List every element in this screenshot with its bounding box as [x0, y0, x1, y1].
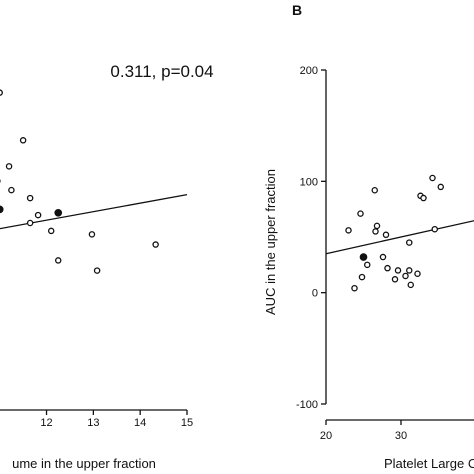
panel-b-data-point	[345, 227, 352, 234]
panel-b-data-point	[359, 253, 368, 261]
panel-b-axes	[325, 70, 474, 421]
panel-a-data-point	[0, 205, 4, 214]
panel-b-data-point	[414, 270, 421, 277]
panel-b-data-point	[382, 231, 390, 239]
panel-b-y-axis-label: AUC in the upper fraction	[263, 169, 278, 315]
panel-a-x-axis-label: ume in the upper fraction	[12, 456, 156, 471]
panel-a-data-point	[152, 241, 159, 248]
panel-a-data-point	[26, 219, 34, 227]
panel-a-x-tick-label: 15	[181, 417, 193, 429]
panel-b-data-point	[384, 264, 391, 272]
panel-a-data-point	[8, 186, 15, 194]
panel-a-x-tick-label: 13	[87, 417, 99, 429]
panel-a-data-point	[93, 267, 101, 274]
panel-a-data-point	[54, 208, 63, 217]
panel-b-x-tick-label: 20	[320, 430, 332, 442]
panel-b-data-point	[351, 284, 358, 292]
panel-a-data-point	[54, 257, 62, 264]
panel-b-data-point	[372, 228, 379, 235]
panel-b-data-point	[420, 194, 427, 202]
panel-b-data-point	[363, 261, 371, 269]
panel-b-y-tick-label: -100	[296, 399, 318, 411]
panel-a-data-point	[5, 163, 13, 170]
panel-b-data-point	[358, 273, 366, 281]
panel-b-data-point	[429, 174, 436, 182]
panel-b-data-point	[391, 276, 399, 283]
panel-a-x-ticks: 12 13 14 15	[40, 410, 193, 429]
panel-b-data-point	[379, 253, 387, 261]
panel-b-y-tick-label: 0	[312, 288, 318, 300]
panel-a-data-point	[19, 137, 27, 144]
panel-a-data-point	[26, 194, 34, 202]
panel-a-annotation: 0.311, p=0.04	[110, 62, 213, 81]
panel-a-points	[0, 89, 159, 274]
panel-b-data-point	[402, 272, 409, 280]
panel-b-data-point	[405, 239, 413, 246]
panel-a-x-tick-label: 12	[40, 417, 52, 429]
panel-b-x-axis-label: Platelet Large Cell Rati	[384, 456, 474, 471]
panel-a-data-point	[88, 231, 96, 238]
panel-a-data-point	[47, 227, 55, 235]
panel-b-data-point	[431, 225, 438, 233]
panel-b-data-point	[373, 222, 381, 230]
panel-b-y-ticks: -100 0 100 200	[296, 65, 326, 411]
panel-b-y-tick-label: 100	[300, 176, 318, 188]
panel-a-data-point	[34, 211, 42, 219]
panel-b-data-point	[371, 186, 378, 194]
panel-b-data-point	[394, 267, 402, 274]
panel-b-x-ticks: 20 30	[320, 420, 407, 442]
panel-b-x-tick-label: 30	[395, 430, 407, 442]
panel-b-trendline	[325, 220, 474, 255]
panel-b-data-point	[357, 210, 364, 217]
panel-b-points	[345, 174, 444, 292]
panel-b-y-tick-label: 200	[300, 65, 318, 77]
panel-b-data-point	[407, 281, 414, 289]
panel-b-label: B	[292, 2, 302, 18]
panel-a-data-point	[0, 89, 3, 96]
panel-b-data-point	[405, 267, 413, 274]
panel-b-data-point	[437, 183, 444, 191]
panel-a-x-tick-label: 14	[134, 417, 146, 429]
panel-a: 0.311, p=0.04 12 13 14 15 ume in the upper …	[0, 62, 214, 471]
